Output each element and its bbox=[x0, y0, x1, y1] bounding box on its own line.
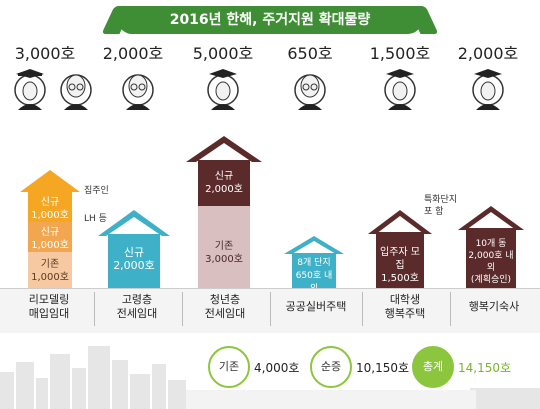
count-remodel: 3,000호 bbox=[14, 44, 76, 63]
dorm-label: 10개 동 bbox=[475, 239, 507, 249]
note-specialized-b: 포 함 bbox=[424, 207, 444, 217]
elderly-house: 신규 2,000호 bbox=[98, 210, 170, 288]
remodel-new-block-2: 신규 1,000호 bbox=[28, 222, 72, 252]
remodel-new2-value: 1,000호 bbox=[31, 240, 69, 251]
category-divider bbox=[182, 292, 183, 326]
category-label-silver: 공공실버주택 bbox=[274, 300, 358, 314]
category-remodel-line2: 매입임대 bbox=[28, 307, 70, 320]
graduate-person-icon bbox=[12, 66, 48, 112]
student-value: 1,500호 bbox=[381, 273, 419, 284]
elderly-person-icon bbox=[292, 66, 328, 112]
category-divider bbox=[94, 292, 95, 326]
category-silver-line1: 공공실버주택 bbox=[285, 300, 347, 313]
remodel-house: 신규 1,000호 신규 1,000호 기존 1,000호 bbox=[20, 170, 80, 288]
category-remodel-line1: 리모델링 bbox=[28, 293, 70, 306]
dorm-block: 10개 동 2,000호 내외 (계획승인) bbox=[466, 228, 516, 288]
student-label: 입주자 모집 bbox=[380, 247, 420, 271]
category-label-youth: 청년층 전세임대 bbox=[186, 293, 264, 321]
category-label-elderly: 고령층 전세임대 bbox=[98, 293, 176, 321]
category-elderly-line2: 전세임대 bbox=[116, 307, 158, 320]
count-silver: 650호 bbox=[287, 44, 333, 63]
note-specialized: 특화단지 포 함 bbox=[424, 194, 457, 218]
category-label-dorm: 행복기숙사 bbox=[454, 300, 534, 314]
silver-house: 8개 단지 650호 내외 bbox=[284, 236, 344, 294]
silver-label: 8개 단지 bbox=[297, 258, 331, 268]
remodel-base-label: 기존 bbox=[40, 259, 60, 270]
remodel-new1-label: 신규 bbox=[40, 197, 60, 208]
elderly-person-icon bbox=[120, 66, 156, 112]
student-block: 입주자 모집 1,500호 bbox=[376, 232, 424, 288]
youth-new-block: 신규 2,000호 bbox=[198, 160, 250, 206]
graduate-person-icon bbox=[382, 66, 418, 112]
count-dorm: 2,000호 bbox=[457, 44, 519, 63]
existing-total-badge: 기존 bbox=[208, 346, 250, 388]
elderly-person-icon bbox=[58, 66, 94, 112]
elderly-value: 2,000호 bbox=[113, 259, 155, 272]
note-specialized-a: 특화단지 bbox=[424, 195, 458, 205]
count-student: 1,500호 bbox=[369, 44, 431, 63]
elderly-label: 신규 bbox=[123, 246, 145, 259]
net-increase-badge: 순증 bbox=[310, 346, 352, 388]
grand-total-badge: 총계 bbox=[412, 346, 454, 388]
youth-new-label: 신규 bbox=[214, 171, 234, 182]
category-label-student: 대학생 행복주택 bbox=[366, 293, 444, 321]
category-student-line2: 행복주택 bbox=[384, 307, 426, 320]
remodel-new-block-1: 신규 1,000호 bbox=[28, 192, 72, 222]
graduate-person-icon bbox=[205, 66, 241, 112]
net-increase-value: 10,150호 bbox=[356, 361, 410, 375]
count-youth: 5,000호 bbox=[192, 44, 254, 63]
remodel-base-value: 1,000호 bbox=[31, 272, 69, 283]
grand-total-value: 14,150호 bbox=[458, 361, 512, 375]
existing-total-value: 4,000호 bbox=[254, 361, 300, 375]
youth-base-label: 기존 bbox=[214, 241, 234, 252]
note-lh: LH 등 bbox=[84, 214, 107, 224]
category-divider bbox=[450, 292, 451, 326]
category-label-remodel: 리모델링 매입임대 bbox=[10, 293, 88, 321]
elderly-block: 신규 2,000호 bbox=[108, 234, 160, 288]
note-owner: 집주인 bbox=[84, 186, 109, 196]
category-divider bbox=[270, 292, 271, 326]
count-elderly: 2,000호 bbox=[102, 44, 164, 63]
dorm-note: (계획승인) bbox=[470, 275, 512, 285]
remodel-new1-value: 1,000호 bbox=[31, 210, 69, 221]
category-dorm-line1: 행복기숙사 bbox=[468, 300, 520, 313]
youth-house: 신규 2,000호 기존 3,000호 bbox=[186, 136, 262, 288]
dorm-house: 10개 동 2,000호 내외 (계획승인) bbox=[458, 206, 524, 288]
city-skyline-illustration bbox=[0, 346, 540, 409]
silver-block: 8개 단지 650호 내외 bbox=[292, 253, 336, 294]
category-elderly-line1: 고령층 bbox=[121, 293, 153, 306]
remodel-new2-label: 신규 bbox=[40, 227, 60, 238]
student-house: 입주자 모집 1,500호 bbox=[368, 210, 432, 288]
category-student-line1: 대학생 bbox=[389, 293, 421, 306]
category-divider bbox=[362, 292, 363, 326]
remodel-existing-block: 기존 1,000호 bbox=[28, 252, 72, 288]
dorm-value: 2,000호 내외 bbox=[468, 251, 514, 273]
category-youth-line2: 전세임대 bbox=[204, 307, 246, 320]
youth-base-value: 3,000호 bbox=[205, 254, 243, 265]
title-banner: 2016년 한해, 주거지원 확대물량 bbox=[118, 6, 422, 34]
graduate-person-icon bbox=[470, 66, 506, 112]
page-title: 2016년 한해, 주거지원 확대물량 bbox=[169, 12, 371, 28]
youth-existing-block: 기존 3,000호 bbox=[198, 206, 250, 288]
youth-new-value: 2,000호 bbox=[205, 184, 243, 195]
category-youth-line1: 청년층 bbox=[209, 293, 241, 306]
